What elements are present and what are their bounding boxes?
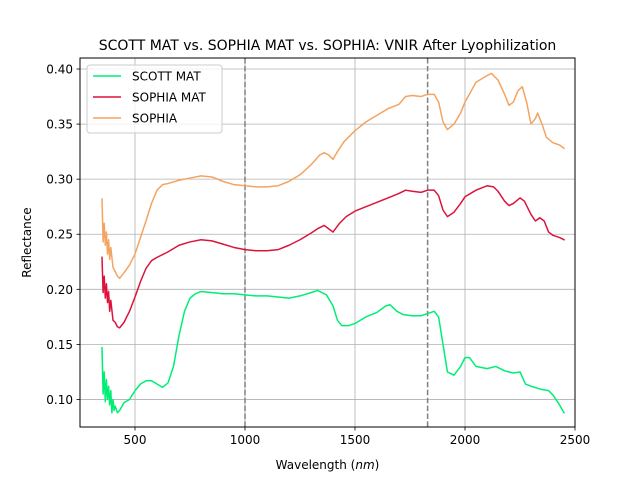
y-tick-label: 0.15 <box>46 338 73 352</box>
y-axis-label: Reflectance <box>20 207 34 277</box>
y-tick-label: 0.25 <box>46 228 73 242</box>
chart-title: SCOTT MAT vs. SOPHIA MAT vs. SOPHIA: VNI… <box>99 38 557 54</box>
x-tick-label: 1000 <box>230 433 261 447</box>
y-tick-label: 0.20 <box>46 283 73 297</box>
series-line-sophia <box>101 72 566 280</box>
x-axis-label-suffix: ) <box>375 458 380 472</box>
x-axis-ticks: 500 1000 1500 2000 2500 <box>124 427 591 447</box>
y-tick-label: 0.10 <box>46 393 73 407</box>
x-tick-label: 2500 <box>560 433 591 447</box>
x-tick-label: 1500 <box>340 433 371 447</box>
legend-label-scott-mat: SCOTT MAT <box>132 70 201 84</box>
legend-label-sophia-mat: SOPHIA MAT <box>132 91 207 105</box>
data-series <box>101 72 566 414</box>
x-axis-label-unit: nm <box>355 458 374 472</box>
x-axis-label-prefix: Wavelength ( <box>276 458 356 472</box>
y-tick-label: 0.40 <box>46 63 73 77</box>
plot-frame <box>79 57 576 428</box>
legend: SCOTT MAT SOPHIA MAT SOPHIA <box>86 64 223 134</box>
reference-lines <box>244 58 429 427</box>
legend-label-sophia: SOPHIA <box>132 112 178 126</box>
x-tick-label: 500 <box>124 433 147 447</box>
series-line-scott-mat <box>101 289 566 414</box>
x-tick-label: 2000 <box>450 433 481 447</box>
y-tick-label: 0.30 <box>46 173 73 187</box>
legend-box <box>86 64 223 134</box>
series-line-sophia-mat <box>101 185 566 329</box>
y-axis-ticks: 0.10 0.15 0.20 0.25 0.30 0.35 0.40 <box>46 63 80 407</box>
y-tick-label: 0.35 <box>46 118 73 132</box>
x-axis-label: Wavelength (nm) <box>276 458 380 472</box>
